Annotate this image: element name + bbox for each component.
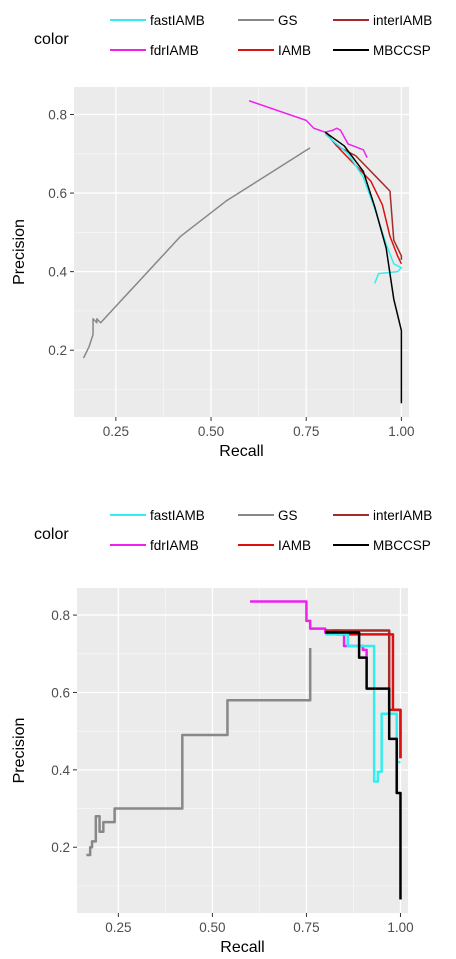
y-tick-label: 0.8 — [51, 608, 70, 623]
legend-label: fdrIAMB — [150, 43, 199, 58]
legend-label: interIAMB — [373, 13, 432, 28]
y-axis-title: Precision — [11, 219, 28, 285]
legend-label: IAMB — [278, 538, 311, 553]
legend-item-gs: GS — [238, 13, 298, 28]
y-tick-label: 0.4 — [48, 265, 67, 280]
y-tick-label: 0.4 — [51, 763, 70, 778]
series-line-gs — [82, 147, 311, 359]
x-axis: 0.25 0.50 0.75 1.00 — [105, 913, 414, 935]
series-line-fdriamb — [248, 100, 368, 159]
plot-panel — [77, 588, 408, 913]
legend-item-fastiamb: fastIAMB — [110, 508, 205, 523]
series-line-mbccsp — [325, 631, 402, 900]
legend-label: IAMB — [278, 43, 311, 58]
legend-title: color — [34, 31, 69, 48]
series-group — [82, 100, 403, 404]
legend-item-interiamb: interIAMB — [333, 508, 432, 523]
legend-label: GS — [278, 508, 298, 523]
x-axis: 0.25 0.50 0.75 1.00 — [103, 417, 415, 439]
y-axis: 0.2 0.4 0.6 0.8 — [48, 108, 74, 358]
legend-label: MBCCSP — [373, 43, 431, 58]
series-line-fastiamb — [325, 633, 401, 783]
x-tick-label: 0.50 — [198, 424, 224, 439]
y-tick-label: 0.2 — [51, 840, 70, 855]
x-tick-label: 0.25 — [105, 920, 131, 935]
y-tick-label: 0.6 — [48, 186, 67, 201]
legend-label: GS — [278, 13, 298, 28]
legend: color fastIAMB GS interIAMB fdrIAMB IAMB MBCCS… — [34, 508, 432, 553]
legend-label: MBCCSP — [373, 538, 431, 553]
y-tick-label: 0.6 — [51, 685, 70, 700]
legend-item-fdriamb: fdrIAMB — [110, 538, 199, 553]
chart-top: color fastIAMB GS interIAMB fdrIAMB IAMB MBCCS… — [11, 13, 432, 460]
y-axis-title: Precision — [11, 718, 28, 784]
legend-item-iamb: IAMB — [238, 43, 311, 58]
y-axis: 0.2 0.4 0.6 0.8 — [51, 608, 77, 855]
series-group — [86, 600, 402, 900]
x-tick-label: 0.75 — [293, 424, 319, 439]
series-line-iamb — [324, 131, 403, 265]
x-tick-label: 0.25 — [103, 424, 129, 439]
legend: color fastIAMB GS interIAMB fdrIAMB IAMB MBCCS… — [34, 13, 432, 58]
legend-label: fdrIAMB — [150, 538, 199, 553]
x-tick-label: 1.00 — [387, 920, 413, 935]
gridlines — [77, 588, 408, 913]
plot-panel — [74, 87, 409, 417]
legend-item-iamb: IAMB — [238, 538, 311, 553]
y-tick-label: 0.2 — [48, 343, 67, 358]
x-tick-label: 1.00 — [388, 424, 414, 439]
x-tick-label: 0.50 — [199, 920, 225, 935]
chart-bottom: color fastIAMB GS interIAMB fdrIAMB IAMB MBCCS… — [11, 508, 432, 956]
legend-item-mbccsp: MBCCSP — [333, 538, 431, 553]
x-tick-label: 0.75 — [293, 920, 319, 935]
legend-label: interIAMB — [373, 508, 432, 523]
gridlines — [74, 87, 409, 417]
legend-item-fdriamb: fdrIAMB — [110, 43, 199, 58]
legend-title: color — [34, 526, 69, 543]
legend-label: fastIAMB — [150, 508, 205, 523]
legend-item-fastiamb: fastIAMB — [110, 13, 205, 28]
series-line-gs — [86, 647, 312, 857]
y-tick-label: 0.8 — [48, 108, 67, 123]
series-line-fastiamb — [324, 133, 403, 284]
legend-item-mbccsp: MBCCSP — [333, 43, 431, 58]
legend-label: fastIAMB — [150, 13, 205, 28]
legend-item-interiamb: interIAMB — [333, 13, 432, 28]
x-axis-title: Recall — [219, 443, 263, 460]
x-axis-title: Recall — [220, 939, 264, 956]
legend-item-gs: GS — [238, 508, 298, 523]
series-line-mbccsp — [324, 131, 403, 404]
